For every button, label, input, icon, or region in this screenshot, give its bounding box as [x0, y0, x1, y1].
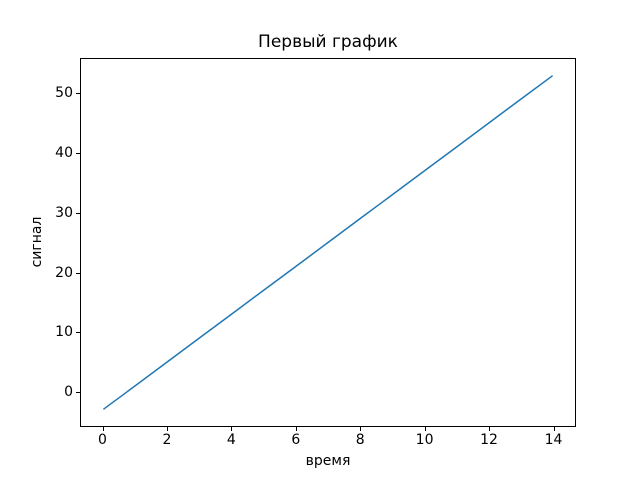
- y-axis-label-text: сигнал: [29, 216, 45, 268]
- x-tick-label: 10: [415, 432, 434, 448]
- y-tick-mark: [76, 392, 80, 394]
- y-tick-label: 10: [55, 324, 73, 341]
- y-tick-mark: [76, 152, 80, 154]
- y-tick-label: 30: [55, 204, 73, 221]
- chart-title: Первый график: [258, 32, 398, 52]
- x-tick-mark: [102, 427, 104, 431]
- y-tick-label: 40: [55, 144, 73, 161]
- y-tick-mark: [76, 272, 80, 274]
- x-tick-label: 0: [98, 432, 107, 448]
- x-tick-mark: [553, 427, 555, 431]
- x-axis-label: время: [305, 453, 351, 469]
- x-tick-label: 8: [355, 432, 365, 448]
- y-tick-label: 20: [55, 264, 73, 281]
- line-series-svg: [102, 75, 554, 410]
- x-tick-label: 14: [544, 432, 563, 448]
- x-tick-label: 4: [226, 432, 236, 448]
- x-tick-mark: [295, 427, 297, 431]
- x-tick-mark: [424, 427, 426, 431]
- x-tick-label: 6: [291, 432, 301, 448]
- x-tick-mark: [231, 427, 233, 431]
- y-tick-label: 50: [55, 84, 73, 101]
- plot-area: [80, 58, 576, 427]
- x-tick-mark: [167, 427, 168, 431]
- x-tick-label: 2: [162, 432, 172, 448]
- x-tick-label: 12: [480, 432, 498, 448]
- x-tick-mark: [360, 427, 362, 431]
- y-tick-label: 0: [64, 384, 73, 401]
- y-tick-mark: [76, 332, 80, 334]
- x-tick-mark: [489, 427, 490, 431]
- y-tick-mark: [76, 92, 80, 94]
- y-tick-mark: [76, 212, 80, 214]
